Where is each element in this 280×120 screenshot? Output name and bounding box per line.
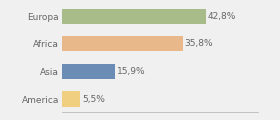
- Bar: [62, 9, 206, 24]
- Text: 42,8%: 42,8%: [208, 12, 236, 21]
- Text: 5,5%: 5,5%: [82, 95, 105, 104]
- Bar: [62, 36, 183, 51]
- Bar: [62, 91, 80, 107]
- Text: 15,9%: 15,9%: [117, 67, 146, 76]
- Text: 35,8%: 35,8%: [184, 39, 213, 48]
- Bar: [62, 64, 115, 79]
